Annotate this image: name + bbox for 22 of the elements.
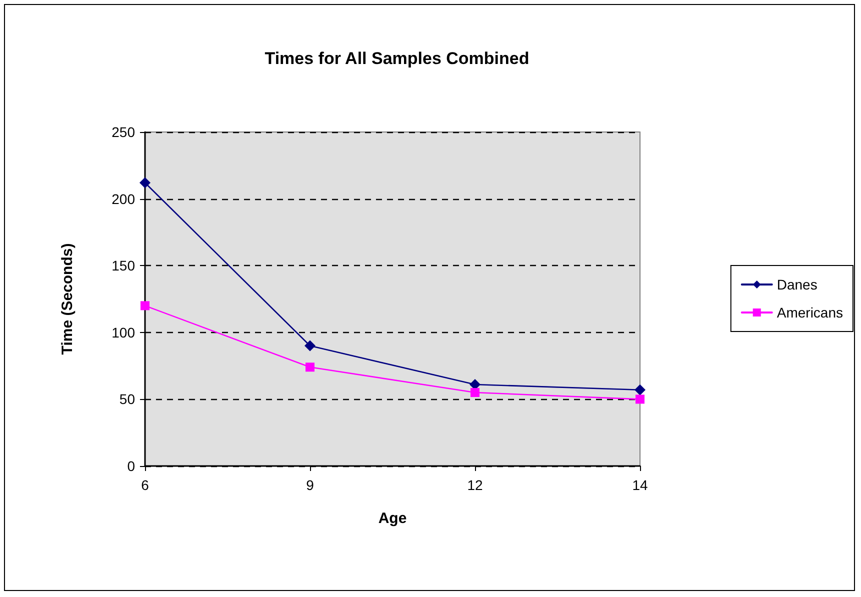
point — [634, 384, 646, 396]
point — [636, 394, 644, 404]
x-tick-label: 12 — [467, 477, 483, 493]
y-tick-label: 250 — [112, 124, 136, 140]
point — [140, 301, 150, 310]
x-axis-title: Age — [378, 510, 407, 527]
x-tick-label: 9 — [306, 477, 314, 493]
y-tick-label: 0 — [127, 458, 136, 474]
y-tick-label: 150 — [112, 258, 136, 274]
y-tick-label: 50 — [119, 391, 136, 408]
y-tick-label: 100 — [112, 324, 136, 340]
legend-label: Americans — [776, 304, 844, 320]
x-tick-label: 14 — [632, 477, 648, 493]
point — [304, 340, 316, 352]
y-axis-title: Time (Seconds) — [59, 243, 76, 355]
point — [140, 177, 150, 188]
point — [470, 388, 480, 398]
x-tick-label: 6 — [141, 477, 150, 493]
point — [306, 362, 314, 372]
y-tick-label: 200 — [112, 190, 136, 207]
chart-title: Times for All Samples Combined — [264, 49, 530, 68]
legend-label: Danes — [776, 276, 818, 292]
